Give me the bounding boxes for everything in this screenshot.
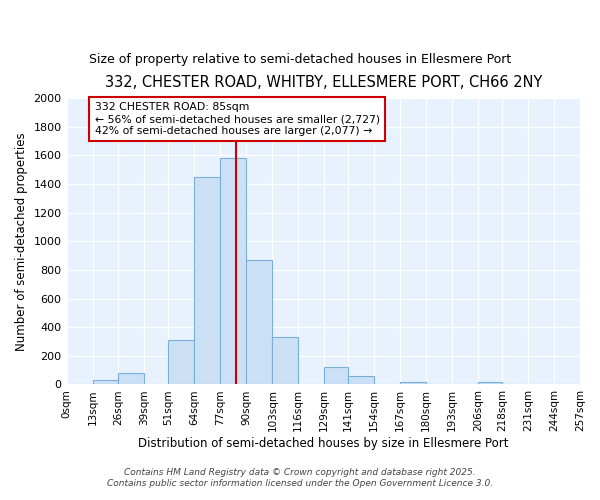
Bar [169,340,194,384]
Title: 332, CHESTER ROAD, WHITBY, ELLESMERE PORT, CH66 2NY: 332, CHESTER ROAD, WHITBY, ELLESMERE POR… [104,75,542,90]
Bar [272,337,298,384]
Bar [247,260,272,384]
Bar [118,373,145,384]
Bar [478,382,502,384]
Bar [348,376,374,384]
Text: Size of property relative to semi-detached houses in Ellesmere Port: Size of property relative to semi-detach… [89,52,511,66]
X-axis label: Distribution of semi-detached houses by size in Ellesmere Port: Distribution of semi-detached houses by … [138,437,509,450]
Bar [92,380,118,384]
Bar [220,158,247,384]
Bar [194,177,220,384]
Text: Contains HM Land Registry data © Crown copyright and database right 2025.
Contai: Contains HM Land Registry data © Crown c… [107,468,493,487]
Bar [400,382,426,384]
Y-axis label: Number of semi-detached properties: Number of semi-detached properties [15,132,28,350]
Bar [324,368,348,384]
Text: 332 CHESTER ROAD: 85sqm
← 56% of semi-detached houses are smaller (2,727)
42% of: 332 CHESTER ROAD: 85sqm ← 56% of semi-de… [95,102,380,136]
